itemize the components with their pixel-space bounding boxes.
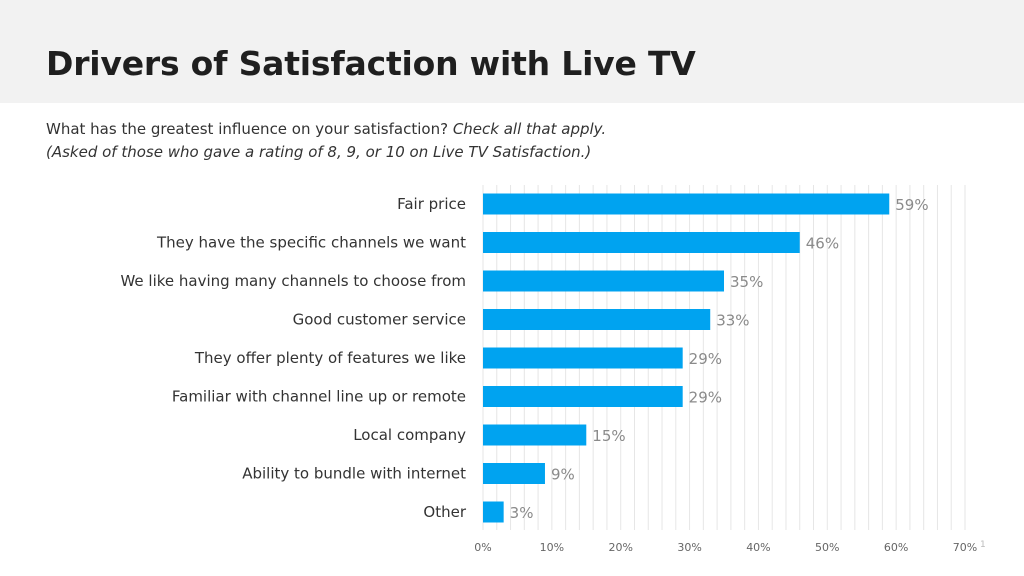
category-label: Familiar with channel line up or remote [172,388,466,406]
x-tick-label: 20% [608,541,632,554]
x-tick-label: 0% [474,541,491,554]
category-label: We like having many channels to choose f… [120,272,466,290]
category-label: They offer plenty of features we like [194,349,466,367]
subtitle-line-1: What has the greatest influence on your … [46,118,606,141]
x-tick-label: 60% [884,541,908,554]
category-label: Other [423,503,466,521]
bar [483,501,504,523]
category-label: Fair price [397,195,466,213]
bar [483,347,683,369]
value-label: 33% [716,312,749,330]
bar [483,463,545,484]
x-tick-label: 40% [746,541,770,554]
category-labels: Fair price They have the specific channel… [120,195,466,521]
x-axis-ticks: 0% 10% 20% 30% 40% 50% 60% 70% [474,541,977,554]
x-tick-label: 70% [953,541,977,554]
value-label: 46% [806,235,839,253]
value-label: 35% [730,273,763,291]
bar [483,232,800,253]
x-tick-label: 50% [815,541,839,554]
bar [483,309,711,330]
category-label: Ability to bundle with internet [242,465,466,483]
bars [483,193,890,523]
value-label: 59% [895,196,928,214]
value-labels: 59% 46% 35% 33% 29% 29% 15% 9% 3% [510,196,929,522]
value-label: 29% [689,389,722,407]
subtitle-instruction: Check all that apply. [452,120,607,138]
subtitle-line-2: (Asked of those who gave a rating of 8, … [46,143,592,161]
value-label: 3% [510,504,534,522]
category-label: Local company [353,426,466,444]
category-label: They have the specific channels we want [156,234,466,252]
bar [483,386,683,407]
bar [483,193,890,215]
header-band [0,0,1024,103]
category-label: Good customer service [293,311,466,329]
page-number: 1 [980,540,986,550]
x-tick-label: 10% [540,541,564,554]
subtitle-question: What has the greatest influence on your … [46,120,453,138]
x-tick-label: 30% [677,541,701,554]
bar [483,424,587,446]
value-label: 29% [689,350,722,368]
bar [483,270,724,292]
chart-title: Drivers of Satisfaction with Live TV [46,44,696,83]
value-label: 15% [592,427,625,445]
value-label: 9% [551,466,575,484]
chart-subtitle: What has the greatest influence on your … [46,118,606,164]
